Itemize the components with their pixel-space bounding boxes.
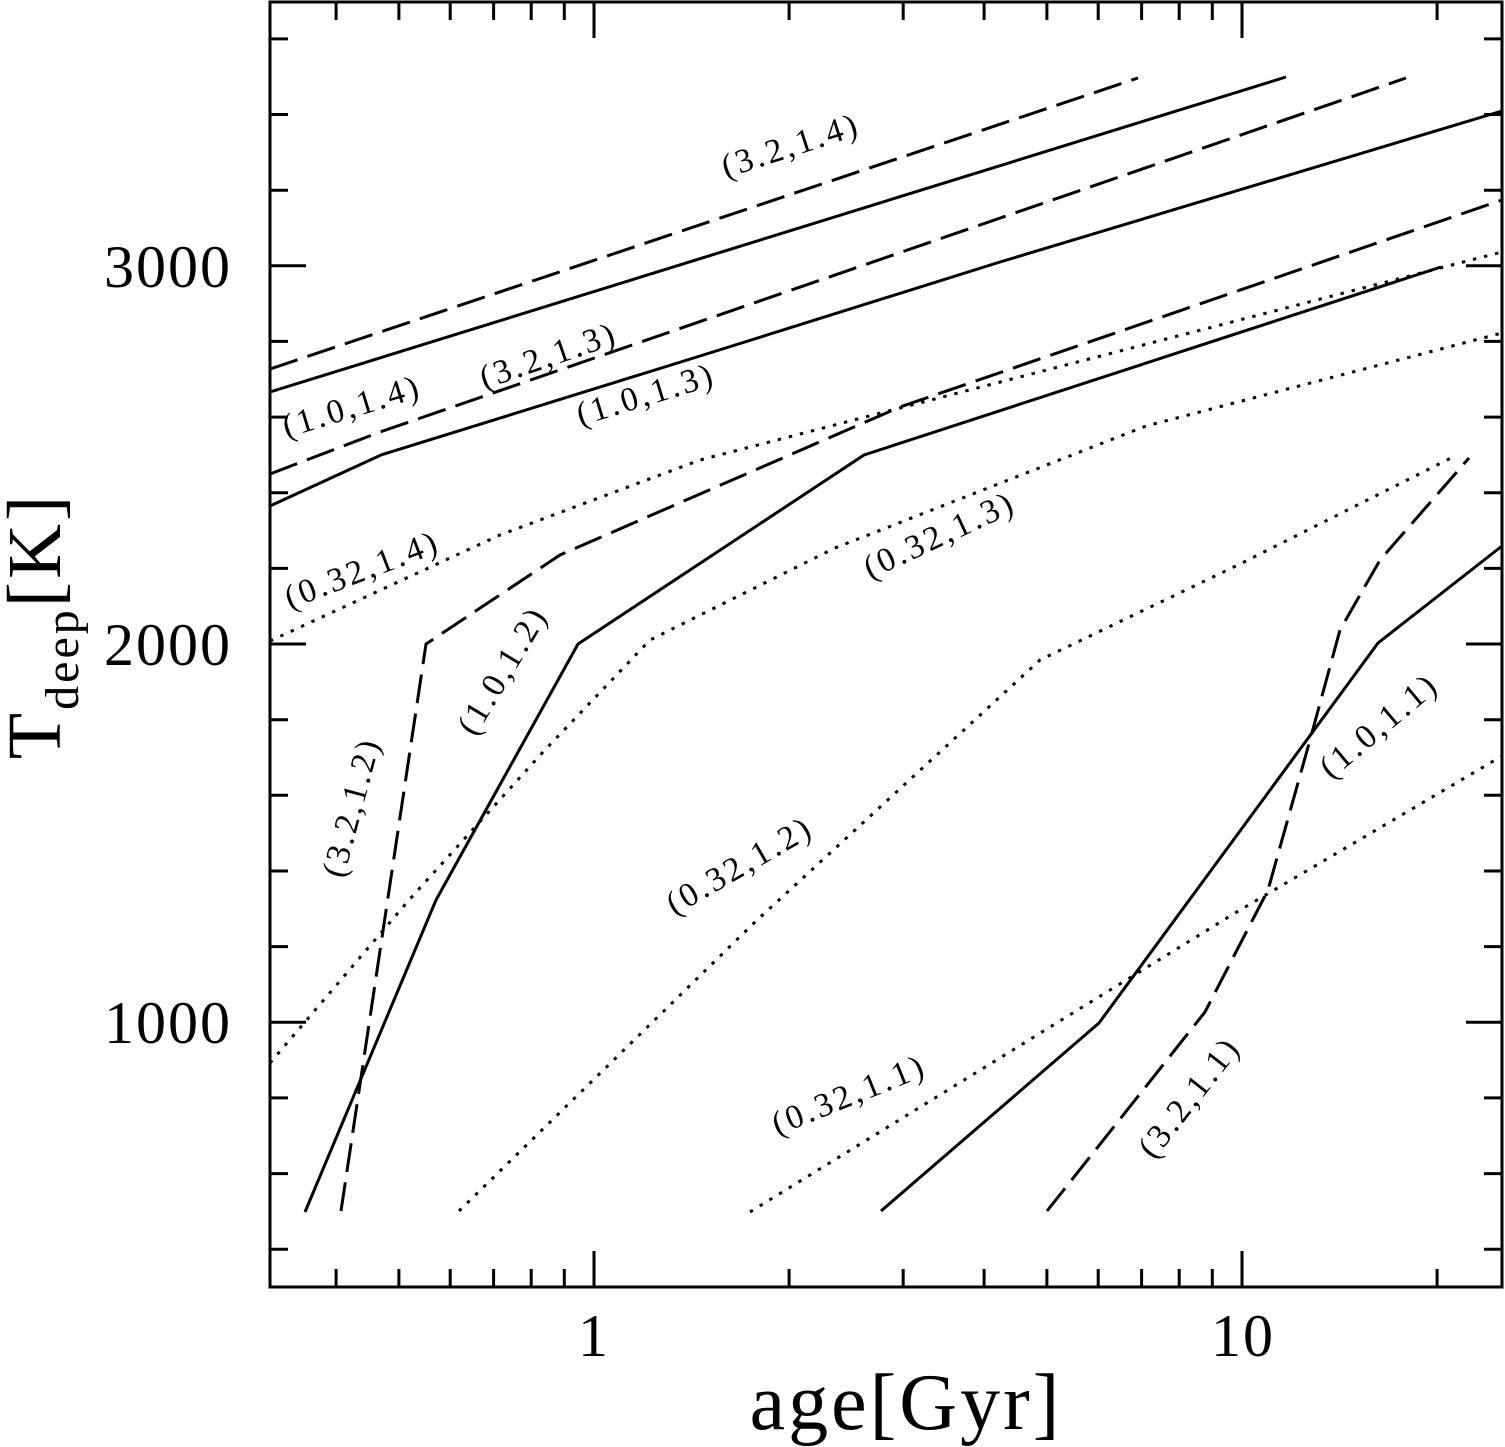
svg-text:(1.0,1.4): (1.0,1.4): [278, 368, 426, 445]
svg-text:(0.32,1.4): (0.32,1.4): [279, 524, 445, 617]
svg-text:(1.0,1.2): (1.0,1.2): [450, 600, 555, 742]
svg-text:Tdeep[K]: Tdeep[K]: [0, 493, 89, 760]
svg-text:(1.0,1.1): (1.0,1.1): [1313, 666, 1446, 786]
svg-text:3000: 3000: [104, 234, 232, 300]
svg-text:(3.2,1.3): (3.2,1.3): [475, 315, 622, 397]
svg-text:(0.32,1.1): (0.32,1.1): [766, 1048, 931, 1143]
svg-text:age[Gyr]: age[Gyr]: [750, 1359, 1063, 1447]
svg-text:(3.2,1.4): (3.2,1.4): [717, 106, 865, 185]
svg-text:(1.0,1.3): (1.0,1.3): [572, 356, 720, 433]
svg-text:2000: 2000: [104, 612, 232, 678]
svg-text:(0.32,1.3): (0.32,1.3): [858, 484, 1022, 586]
svg-text:1: 1: [578, 1303, 610, 1369]
svg-text:10: 10: [1211, 1303, 1275, 1369]
svg-text:1000: 1000: [104, 990, 232, 1056]
svg-text:(0.32,1.2): (0.32,1.2): [660, 809, 820, 923]
svg-text:(3.2,1.2): (3.2,1.2): [315, 733, 388, 881]
svg-text:(3.2,1.1): (3.2,1.1): [1131, 1030, 1248, 1166]
